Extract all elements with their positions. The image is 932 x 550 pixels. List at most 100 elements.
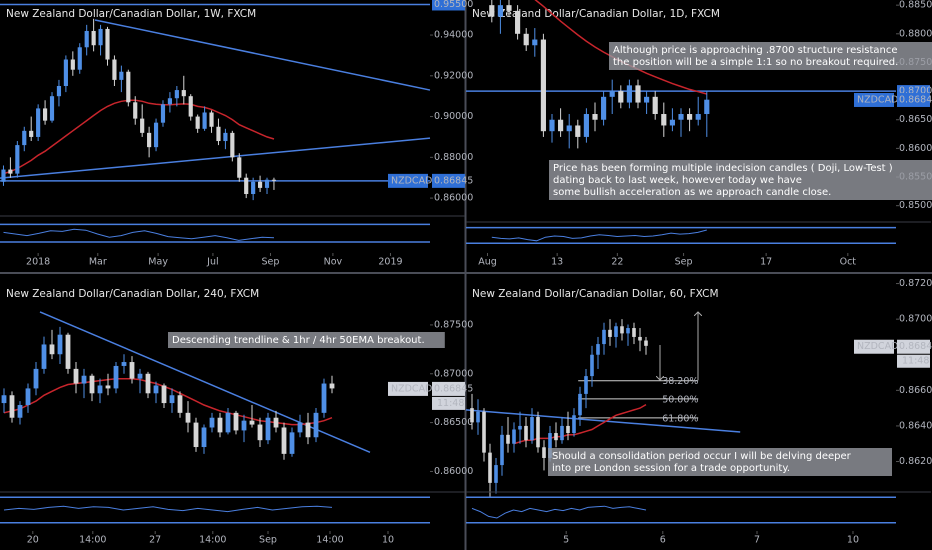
candle-body [566,425,570,434]
symbol-tag-name: NZDCAD [857,94,898,105]
candle-body [297,422,303,433]
candle-body [77,47,82,70]
candle-body [188,96,193,117]
candle-body [540,39,546,132]
oscillator-line [491,229,707,242]
x-tick-label: Nov [324,257,343,268]
x-tick-label: 2019 [378,257,402,268]
candle-body [523,33,529,46]
annotation-text: some bullish acceleration as we approach… [553,187,831,198]
candle-body [121,362,127,366]
candle-body [644,96,650,103]
annotation-box [549,160,932,200]
candle-body [601,96,607,120]
candle-body [321,383,327,413]
candle-body [482,411,486,453]
candle-body [230,132,235,158]
x-tick-label: 14:00 [316,535,343,546]
symbol-price-label: 0.86845 [434,383,473,394]
symbol-tag-box [388,381,428,396]
trendline [94,19,431,91]
candle-body [592,114,598,120]
candle-body [590,354,594,377]
y-tick-label: 0.94000 [434,30,473,41]
candle-body [652,96,658,115]
symbol-price-label: 0.86845 [434,175,473,186]
candle-body [497,5,503,17]
x-tick-label: 7 [754,535,760,546]
candle-body [632,328,636,337]
annotation-text: dating back to last week, however today … [553,175,802,186]
annotation-box [548,448,892,476]
candle-body [33,368,39,389]
annotation-text: Should a consolidation period occur I wi… [552,451,852,462]
candle-body [329,383,335,389]
candle-body [265,417,271,441]
x-tick-label: 6 [660,535,666,546]
candle-body [201,427,207,448]
candle-body [244,177,249,195]
candle-body [195,116,200,129]
candle-body [542,447,546,458]
candle-body [602,329,606,345]
candle-body [84,30,89,48]
symbol-tag-name: NZDCAD [391,175,432,186]
x-tick-label: 13 [551,257,563,268]
symbol-time-label: 11:48 [902,356,929,367]
candle-body [25,388,31,406]
candle-body [29,130,34,137]
symbol-time-box [897,354,930,368]
candle-body [174,90,179,99]
candle-body [70,59,75,70]
candle-body [500,434,504,466]
symbol-price-label: 0.86845 [899,94,932,105]
x-tick-label: 27 [149,535,161,546]
x-tick-label: Jul [206,257,218,268]
candle-body [635,85,641,103]
candle-body [678,114,684,120]
candle-body [15,145,20,174]
candle-body [476,411,480,423]
candle-body [177,395,183,413]
candle-body [251,181,256,195]
candle-body [89,375,95,394]
candle-body [133,102,138,119]
y-tick-label: 0.88000 [899,28,932,39]
x-tick-label: 17 [760,257,772,268]
fib-label: 38.20% [662,376,698,387]
candle-body [56,86,62,97]
candle-body [549,119,555,132]
candle-body [532,39,538,46]
candle-body [63,59,68,86]
y-tick-label: 0.86000 [434,193,473,204]
y-tick-label: 0.92000 [434,70,473,81]
annotation-text: into pre London session for a trade oppo… [552,463,790,474]
candle-body [289,432,295,454]
candle-body [506,5,512,11]
x-tick-label: 2018 [26,257,50,268]
candle-body [470,408,474,423]
candle-body [558,119,564,132]
price-tag-label: 0.87000 [899,86,932,97]
chart-title: New Zealand Dollar/Canadian Dollar, 60, … [472,288,719,300]
annotation-box [168,332,445,348]
candle-body [129,362,135,379]
candle-body [49,96,55,121]
oscillator-line [471,505,647,519]
y-tick-label: 0.87500 [434,319,473,330]
x-tick-label: Oct [840,257,857,268]
candle-body [97,385,103,394]
oscillator-line [3,228,275,241]
candle-body [105,385,111,389]
candle-body [669,119,675,126]
symbol-tag-box [854,92,894,107]
annotation-text: Price has been forming multiple indecisi… [553,163,893,174]
candle-body [609,91,615,97]
fib-label: 50.00% [662,394,698,405]
y-tick-label: 0.86000 [434,466,473,477]
fib-label: 61.80% [662,413,698,424]
